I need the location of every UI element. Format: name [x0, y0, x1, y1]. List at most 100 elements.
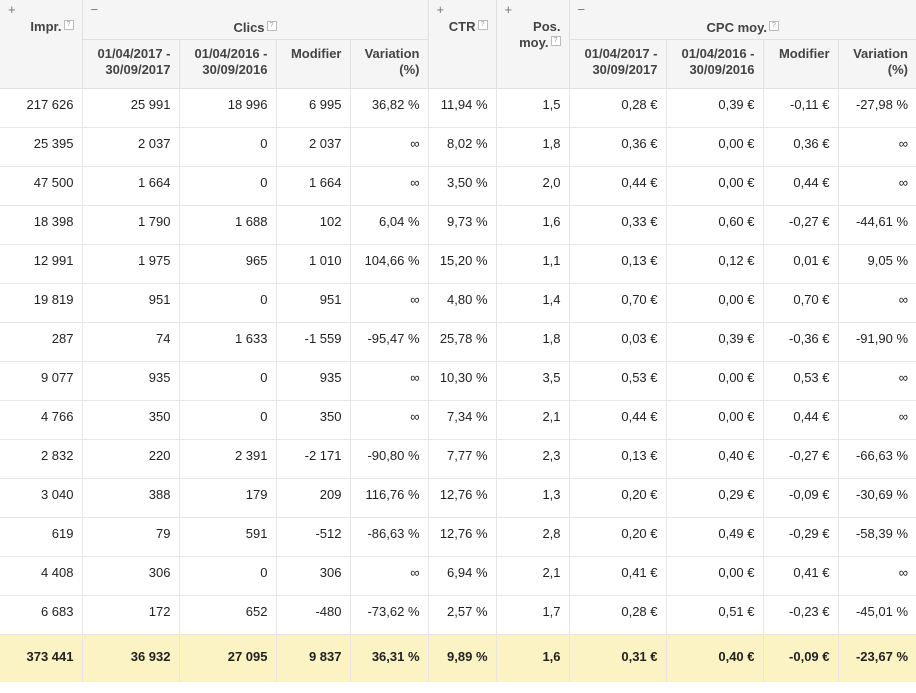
cell-cpc-period-b: 0,49 € [666, 517, 764, 557]
collapse-minus-icon[interactable]: − [577, 2, 586, 17]
table-row: 619 79 591 -512 -86,63 % 12,76 % 2,8 0,20 €0,49… [0, 517, 916, 557]
col-header-cpc-variation[interactable]: Variation (%) [838, 39, 916, 90]
cell-impr: 6 683 [0, 595, 83, 635]
col-header-clics-period-a[interactable]: 01/04/2017 -30/09/2017 [82, 39, 180, 90]
cell-clics-period-b: 2 391 [179, 439, 277, 479]
cell-clics-modifier: 6 995 [276, 88, 351, 128]
expand-plus-icon[interactable]: + [436, 2, 445, 17]
cell-cpc-variation: -58,39 % [838, 517, 916, 557]
cell-clics-variation: -90,80 % [350, 439, 429, 479]
cell-pos: 2,3 [496, 439, 570, 479]
help-icon[interactable]: ? [477, 20, 488, 30]
cell-clics-period-b: 652 [179, 595, 277, 635]
cell-cpc-modifier: 0,53 € [763, 361, 839, 401]
cell-clics-modifier: 935 [276, 361, 351, 401]
col-header-cpc-modifier[interactable]: Modifier [763, 39, 839, 90]
cell-cpc-variation: ∞ [838, 400, 916, 440]
total-cell-clics-variation: 36,31 % [350, 634, 429, 682]
col-header-impr[interactable]: + Impr.? [0, 0, 83, 89]
cell-cpc-period-a: 0,20 € [569, 517, 667, 557]
expand-plus-icon[interactable]: + [8, 2, 16, 17]
group-header-clics[interactable]: − Clics? [82, 0, 429, 40]
period-a-label-2: 30/09/2017 [592, 61, 658, 77]
cell-clics-period-a: 935 [82, 361, 180, 401]
cell-clics-modifier: 951 [276, 283, 351, 323]
cell-clics-period-a: 1 975 [82, 244, 180, 284]
group-header-cpc[interactable]: − CPC moy.? [569, 0, 916, 40]
col-header-impr-label: Impr. [30, 19, 62, 34]
expand-plus-icon[interactable]: + [504, 2, 513, 17]
cell-clics-period-a: 1 664 [82, 166, 180, 206]
col-header-ctr[interactable]: + CTR? [428, 0, 497, 89]
cell-cpc-period-a: 0,03 € [569, 322, 667, 362]
cell-clics-period-a: 74 [82, 322, 180, 362]
help-icon[interactable]: ? [63, 20, 74, 30]
cell-clics-period-a: 172 [82, 595, 180, 635]
cell-cpc-period-a: 0,70 € [569, 283, 667, 323]
cell-clics-variation: -86,63 % [350, 517, 429, 557]
cell-cpc-period-b: 0,60 € [666, 205, 764, 245]
col-header-cpc-period-a[interactable]: 01/04/2017 -30/09/2017 [569, 39, 667, 90]
cell-cpc-period-b: 0,00 € [666, 556, 764, 596]
cell-pos: 2,0 [496, 166, 570, 206]
cell-ctr: 6,94 % [428, 556, 497, 596]
cell-cpc-period-a: 0,53 € [569, 361, 667, 401]
cell-cpc-period-b: 0,00 € [666, 400, 764, 440]
group-header-cpc-label: CPC moy. [706, 20, 767, 35]
col-header-clics-period-b[interactable]: 01/04/2016 -30/09/2016 [179, 39, 277, 90]
cell-clics-period-b: 18 996 [179, 88, 277, 128]
table-row: 217 626 25 991 18 996 6 995 36,82 % 11,94 % 1,… [0, 88, 916, 128]
cell-clics-variation: ∞ [350, 166, 429, 206]
total-cell-clics-period-b: 27 095 [179, 634, 277, 682]
cell-impr: 4 766 [0, 400, 83, 440]
cell-pos: 1,8 [496, 322, 570, 362]
cell-impr: 19 819 [0, 283, 83, 323]
collapse-minus-icon[interactable]: − [90, 2, 99, 17]
cell-clics-period-a: 79 [82, 517, 180, 557]
cell-pos: 1,8 [496, 127, 570, 167]
help-icon[interactable]: ? [266, 21, 277, 31]
total-cell-pos: 1,6 [496, 634, 570, 682]
cell-cpc-modifier: 0,41 € [763, 556, 839, 596]
modifier-label: Modifier [290, 45, 342, 61]
cell-cpc-period-b: 0,12 € [666, 244, 764, 284]
help-icon[interactable]: ? [768, 21, 779, 31]
total-cell-clics-modifier: 9 837 [276, 634, 351, 682]
col-header-clics-modifier[interactable]: Modifier [276, 39, 351, 90]
period-b-label-2: 30/09/2016 [202, 61, 268, 77]
cell-clics-variation: 36,82 % [350, 88, 429, 128]
cell-cpc-modifier: 0,36 € [763, 127, 839, 167]
col-header-pos[interactable]: + Pos. moy.? [496, 0, 570, 89]
cell-clics-modifier: 350 [276, 400, 351, 440]
cell-pos: 2,1 [496, 400, 570, 440]
table-row: 4 766 350 0 350 ∞ 7,34 % 2,1 0,44 €0,00 €0,44 €… [0, 400, 916, 440]
cell-ctr: 7,34 % [428, 400, 497, 440]
col-header-ctr-label: CTR [448, 19, 476, 34]
total-cell-clics-period-a: 36 932 [82, 634, 180, 682]
help-icon[interactable]: ? [550, 36, 561, 46]
cell-clics-variation: -95,47 % [350, 322, 429, 362]
cell-cpc-modifier: -0,29 € [763, 517, 839, 557]
total-row: 373 441 36 932 27 095 9 837 36,31 % 9,89 % 1,6… [0, 634, 916, 682]
cell-cpc-modifier: 0,44 € [763, 400, 839, 440]
cell-pos: 2,1 [496, 556, 570, 596]
cell-cpc-period-b: 0,39 € [666, 88, 764, 128]
group-header-clics-label: Clics [233, 20, 265, 35]
cell-ctr: 12,76 % [428, 517, 497, 557]
cell-clics-period-b: 591 [179, 517, 277, 557]
cell-cpc-variation: ∞ [838, 556, 916, 596]
cell-cpc-modifier: -0,36 € [763, 322, 839, 362]
period-a-label-1: 01/04/2017 - [97, 45, 171, 61]
col-header-cpc-period-b[interactable]: 01/04/2016 -30/09/2016 [666, 39, 764, 90]
total-cell-cpc-period-a: 0,31 € [569, 634, 667, 682]
cell-cpc-period-a: 0,20 € [569, 478, 667, 518]
table-row: 47 500 1 664 0 1 664 ∞ 3,50 % 2,0 0,44 €0,00 €0… [0, 166, 916, 206]
cell-clics-period-a: 25 991 [82, 88, 180, 128]
cell-cpc-period-a: 0,13 € [569, 439, 667, 479]
col-header-clics-variation[interactable]: Variation (%) [350, 39, 429, 90]
cell-pos: 1,3 [496, 478, 570, 518]
cell-cpc-period-a: 0,36 € [569, 127, 667, 167]
period-a-label-2: 30/09/2017 [105, 61, 171, 77]
table-row: 287 74 1 633 -1 559 -95,47 % 25,78 % 1,8 0,03 €… [0, 322, 916, 362]
